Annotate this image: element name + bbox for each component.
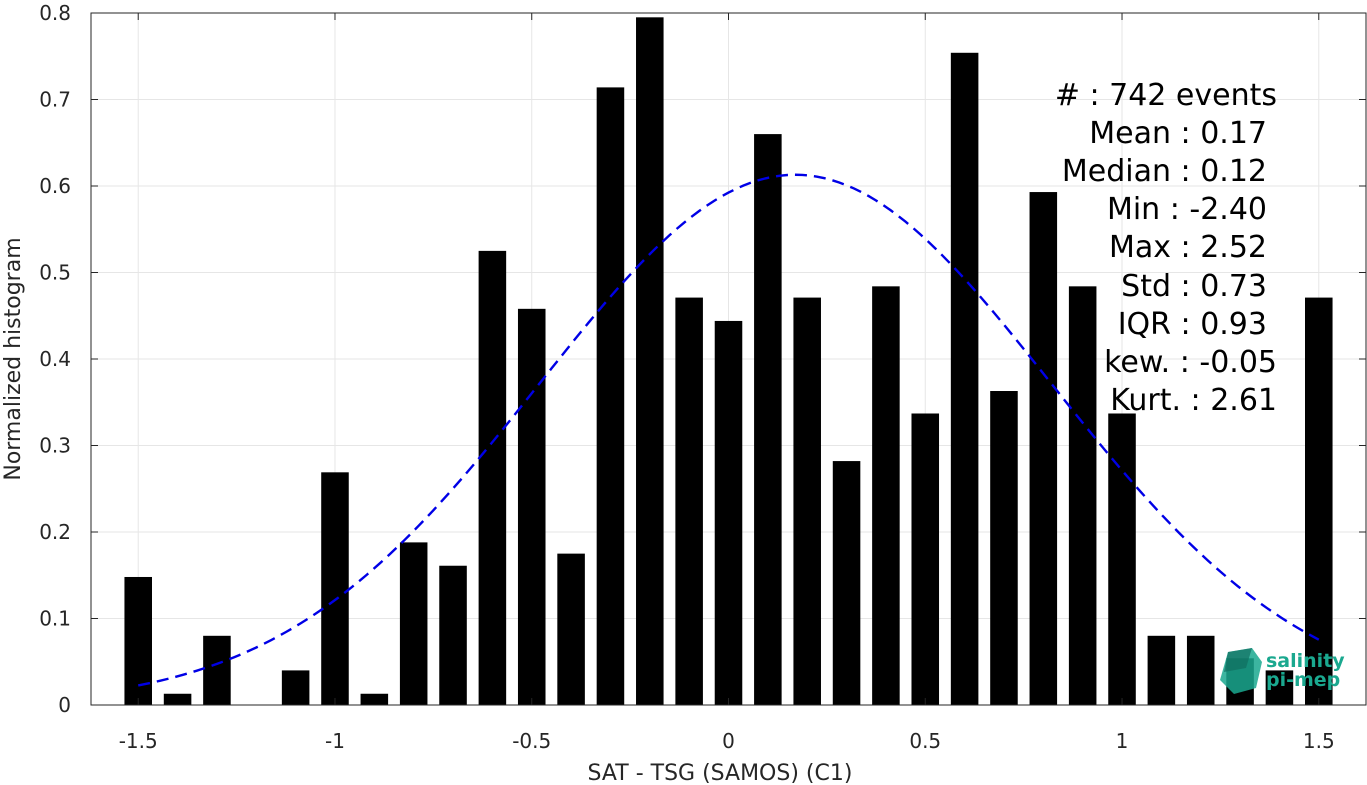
histogram-bar: [1068, 286, 1097, 705]
histogram-bar: [163, 693, 192, 705]
x-axis-label: SAT - TSG (SAMOS) (C1): [588, 761, 853, 785]
axis-ticks: [91, 12, 1366, 706]
bars: [124, 17, 1333, 706]
stats-annotation: # : 742 events Mean : 0.17 Median : 0.12…: [1055, 78, 1277, 418]
histogram-bar: [281, 670, 310, 705]
logo-line2: pi-mep: [1266, 669, 1340, 691]
y-tick-label: 0.3: [39, 434, 71, 458]
histogram-bar: [793, 297, 821, 705]
stats-min: Min : -2.40: [1107, 192, 1267, 227]
y-tick-label: 0.2: [39, 520, 71, 544]
x-tick-label: -1: [325, 729, 345, 753]
stats-median: Median : 0.12: [1062, 154, 1267, 189]
salinity-pimep-logo: salinity pi-mep: [1220, 648, 1345, 694]
x-tick-label: 0.5: [909, 729, 941, 753]
y-tick-label: 0.7: [39, 88, 71, 112]
histogram-bar: [557, 553, 585, 705]
histogram-bar: [124, 576, 152, 705]
histogram-bar: [1147, 635, 1176, 705]
stats-mean: Mean : 0.17: [1089, 116, 1267, 151]
histogram-bar: [439, 565, 467, 705]
histogram-bar: [636, 17, 664, 705]
stats-skewness: kew. : -0.05: [1104, 345, 1277, 380]
y-tick-label: 0.8: [39, 1, 71, 25]
histogram-bar: [1186, 635, 1215, 705]
x-tick-label: 0: [722, 729, 735, 753]
histogram-bar: [872, 286, 900, 705]
x-tick-label: 1.5: [1303, 729, 1335, 753]
histogram-bar: [321, 472, 349, 705]
histogram-bar: [675, 297, 703, 705]
histogram-bar: [1305, 297, 1333, 705]
histogram-bar: [1265, 670, 1294, 705]
histogram-bar: [399, 542, 428, 705]
stats-std: Std : 0.73: [1121, 269, 1267, 304]
histogram-bar: [517, 308, 546, 705]
y-tick-label: 0: [58, 693, 71, 717]
histogram-bar: [832, 461, 861, 705]
logo-cube-facet: [1224, 648, 1252, 672]
y-tick-label: 0.1: [39, 607, 71, 631]
y-tick-labels: 0 0.1 0.2 0.3 0.4 0.5 0.6 0.7 0.8: [39, 1, 71, 717]
histogram-bar: [990, 391, 1018, 705]
x-tick-label: -1.5: [119, 729, 158, 753]
histogram-bar: [203, 635, 231, 705]
histogram-bar: [911, 413, 940, 705]
stats-kurtosis: Kurt. : 2.61: [1110, 383, 1277, 418]
histogram-bar: [950, 52, 979, 706]
y-tick-label: 0.4: [39, 347, 71, 371]
stats-iqr: IQR : 0.93: [1118, 307, 1267, 342]
y-tick-label: 0.6: [39, 174, 71, 198]
stats-events: # : 742 events: [1055, 78, 1277, 113]
histogram-bar: [714, 320, 743, 705]
y-tick-label: 0.5: [39, 261, 71, 285]
histogram-bar: [754, 134, 782, 706]
histogram-bar: [596, 87, 625, 705]
x-tick-labels: -1.5 -1 -0.5 0 0.5 1 1.5: [119, 729, 1335, 753]
histogram-bar: [478, 250, 507, 705]
histogram-bar: [1029, 192, 1058, 705]
y-axis-label: Normalized histogram: [1, 237, 26, 480]
histogram-bar: [360, 693, 389, 705]
stats-max: Max : 2.52: [1109, 230, 1267, 265]
logo-line1: salinity: [1266, 650, 1345, 672]
histogram-bar: [1108, 413, 1136, 705]
x-tick-label: 1: [1116, 729, 1129, 753]
gaussian-fit-curve: [137, 173, 1320, 687]
x-tick-label: -0.5: [512, 729, 551, 753]
